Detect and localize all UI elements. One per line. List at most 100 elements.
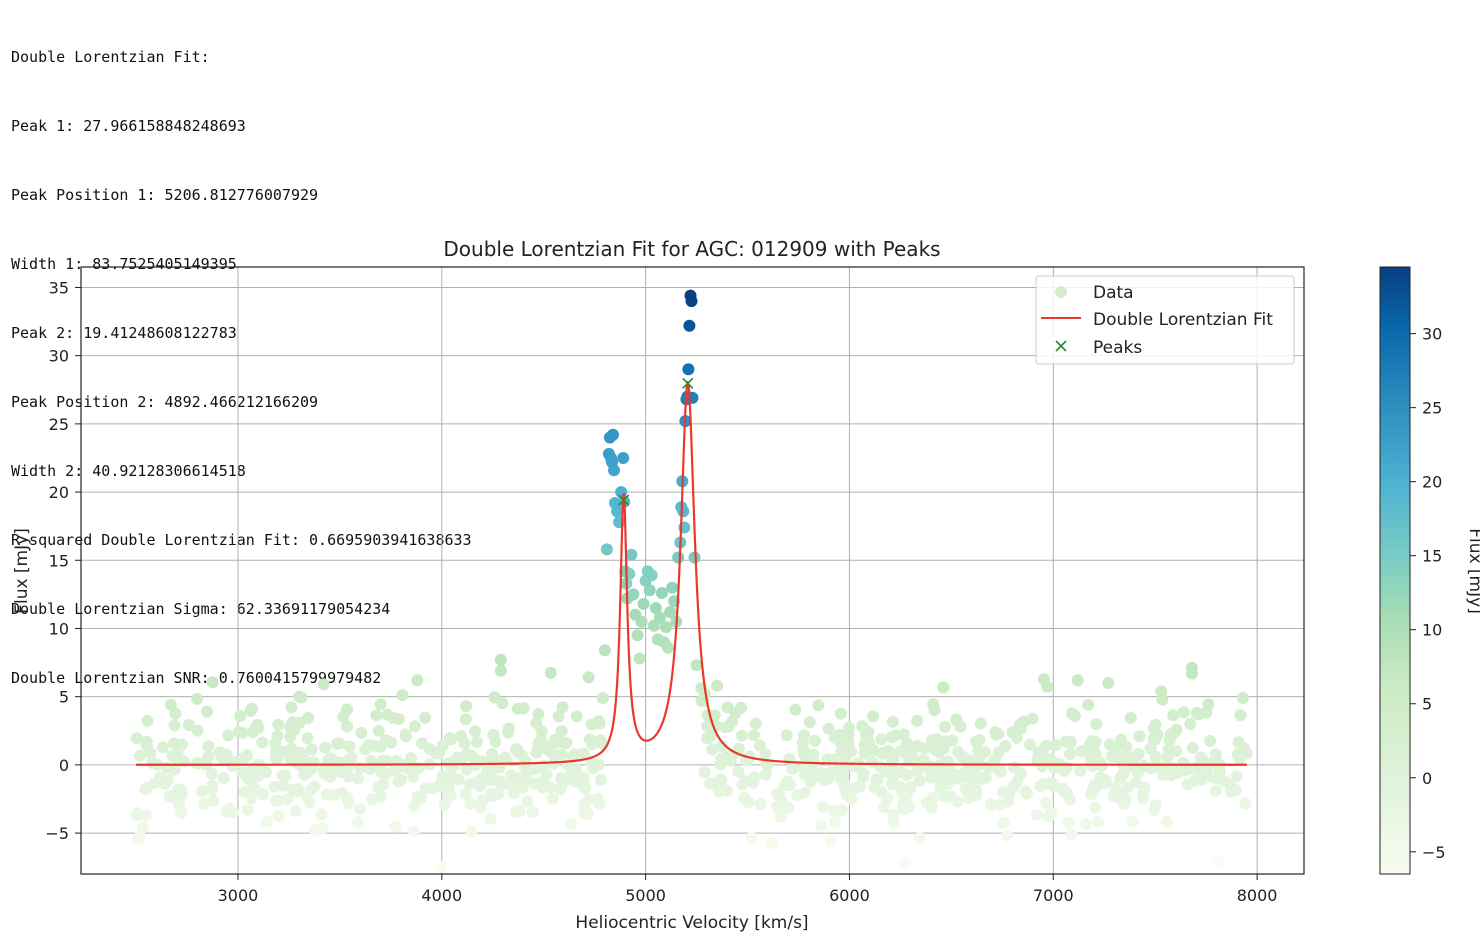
data-point — [1026, 712, 1039, 725]
y-tick-label: −5 — [45, 824, 69, 843]
data-point — [484, 812, 497, 825]
console-line: Double Lorentzian Sigma: 62.336911790542… — [11, 600, 391, 618]
data-point — [513, 805, 526, 818]
data-point — [191, 724, 204, 737]
data-point — [487, 728, 500, 741]
data-point — [544, 666, 557, 679]
data-point — [643, 584, 656, 597]
data-point — [950, 713, 963, 726]
data-point — [1040, 739, 1053, 752]
data-point — [882, 744, 895, 757]
data-point — [554, 772, 567, 785]
data-point — [911, 739, 924, 752]
data-point — [140, 735, 153, 748]
data-point — [217, 772, 230, 784]
data-point — [821, 753, 834, 766]
colorbar: −5 0 5 10 15 20 25 30 Flux [mJy] — [1379, 266, 1480, 875]
data-point — [856, 720, 869, 733]
data-point — [629, 608, 642, 621]
data-point — [1074, 764, 1087, 777]
data-point — [354, 803, 367, 815]
data-point — [469, 725, 481, 738]
console-line: Peak 1: 27.966158848248693 — [11, 117, 246, 135]
data-point — [370, 709, 383, 722]
plot-frame — [80, 266, 1305, 875]
y-axis-ticks: −5 0 5 10 15 20 25 30 35 — [45, 278, 81, 843]
data-point — [1184, 717, 1197, 730]
data-point — [407, 825, 420, 838]
colorbar-gradient — [1379, 266, 1411, 875]
data-point — [317, 678, 330, 691]
data-point — [1177, 706, 1190, 719]
data-point — [1190, 706, 1203, 719]
data-point — [1167, 709, 1180, 722]
data-point — [706, 743, 719, 756]
data-point — [343, 740, 356, 753]
legend-peaks-marker — [1055, 340, 1067, 352]
peak-marker — [618, 494, 630, 506]
data-point — [196, 785, 208, 798]
data-point — [997, 816, 1010, 829]
data-point — [625, 548, 638, 561]
data-point — [411, 674, 424, 687]
legend: Data Double Lorentzian Fit Peaks — [1035, 275, 1295, 365]
data-point — [754, 798, 767, 811]
data-point — [809, 734, 821, 747]
data-point — [1218, 775, 1231, 788]
data-point — [1019, 785, 1032, 798]
x-tick-label: 8000 — [1237, 886, 1278, 905]
data-point — [1089, 801, 1102, 814]
data-point — [1239, 797, 1252, 810]
data-point — [617, 452, 630, 464]
data-point — [684, 289, 697, 302]
data-point — [1115, 733, 1128, 746]
x-tick-label: 6000 — [829, 886, 870, 905]
data-point — [436, 739, 449, 752]
data-point — [236, 766, 249, 779]
data-point — [627, 588, 640, 601]
data-point — [701, 720, 714, 733]
data-point — [946, 734, 959, 747]
y-tick-label: 25 — [49, 415, 69, 434]
data-point — [213, 746, 226, 759]
legend-box — [1035, 275, 1295, 365]
legend-label-peaks: Peaks — [1093, 338, 1142, 358]
data-point — [594, 773, 607, 786]
data-point — [807, 748, 820, 761]
data-point — [898, 856, 911, 869]
data-point — [786, 762, 798, 775]
colorbar-tick-label: 30 — [1422, 325, 1442, 344]
data-point — [1030, 808, 1043, 821]
data-point — [989, 726, 1002, 739]
data-point — [937, 681, 950, 694]
data-point — [137, 821, 149, 834]
data-point — [930, 733, 943, 746]
data-point — [435, 860, 448, 873]
data-point — [1148, 760, 1160, 773]
data-point — [592, 715, 605, 728]
data-point — [631, 629, 644, 642]
data-point — [870, 773, 883, 786]
colorbar-tick-label: 0 — [1422, 769, 1432, 788]
data-point — [389, 820, 402, 833]
data-point — [374, 698, 387, 711]
data-point — [1039, 797, 1052, 809]
data-point — [1210, 748, 1222, 761]
data-point — [1090, 718, 1103, 731]
data-point — [672, 551, 685, 564]
data-point — [1049, 739, 1062, 752]
data-point — [355, 726, 368, 739]
data-point — [1177, 756, 1189, 769]
data-point — [886, 715, 899, 728]
data-point — [594, 734, 607, 747]
data-point — [164, 698, 177, 711]
data-point — [416, 737, 429, 750]
console-line: Peak 2: 19.41248608122783 — [11, 324, 237, 342]
colorbar-tick-label: −5 — [1422, 843, 1446, 862]
chart-title: Double Lorentzian Fit for AGC: 012909 wi… — [443, 237, 940, 261]
data-point — [1079, 817, 1092, 830]
data-point — [824, 835, 837, 848]
data-point — [789, 703, 802, 716]
data-point — [241, 749, 254, 762]
data-point — [514, 900, 526, 912]
